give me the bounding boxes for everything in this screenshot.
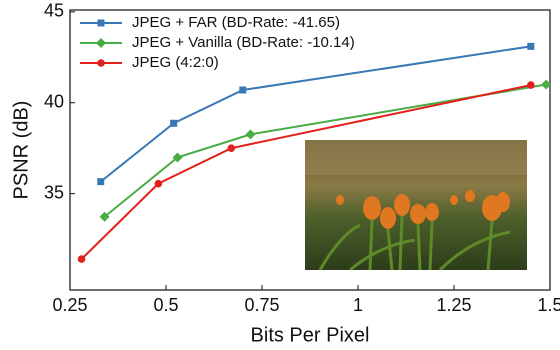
marker (245, 129, 256, 140)
legend-label: JPEG + FAR (BD-Rate: -41.65) (132, 14, 340, 31)
y-axis-label: PSNR (dB) (10, 101, 32, 200)
x-tick-label: 0.25 (52, 295, 87, 315)
marker (170, 119, 178, 127)
x-tick-label: 0.75 (244, 295, 279, 315)
marker (527, 42, 535, 50)
series-line (80, 84, 532, 260)
marker (96, 38, 106, 48)
plot-frame (69, 9, 551, 291)
x-axis-label: Bits Per Pixel (251, 324, 370, 346)
legend-label: JPEG (4:2:0) (132, 54, 219, 71)
marker (97, 19, 105, 27)
marker (227, 144, 236, 152)
marker (541, 79, 552, 90)
x-tick-label: 1.5 (537, 295, 560, 315)
y-tick-label: 45 (44, 1, 64, 21)
y-tick-label: 35 (44, 182, 64, 202)
x-tick-label: 1.25 (436, 295, 471, 315)
marker (97, 178, 105, 186)
marker (77, 255, 86, 263)
legend-label: JPEG + Vanilla (BD-Rate: -10.14) (132, 34, 355, 51)
x-tick-label: 1 (353, 295, 363, 315)
marker (99, 211, 110, 222)
series-line (103, 83, 547, 218)
x-tick-label: 0.5 (153, 295, 178, 315)
legend: JPEG + FAR (BD-Rate: -41.65) JPEG + Vanil… (80, 14, 355, 71)
y-tick-label: 40 (44, 91, 64, 111)
marker (172, 152, 183, 163)
marker (527, 81, 535, 89)
series-line (100, 45, 531, 183)
marker (97, 59, 105, 67)
inset-photo (305, 140, 527, 270)
marker (154, 179, 163, 188)
marker (239, 86, 247, 94)
